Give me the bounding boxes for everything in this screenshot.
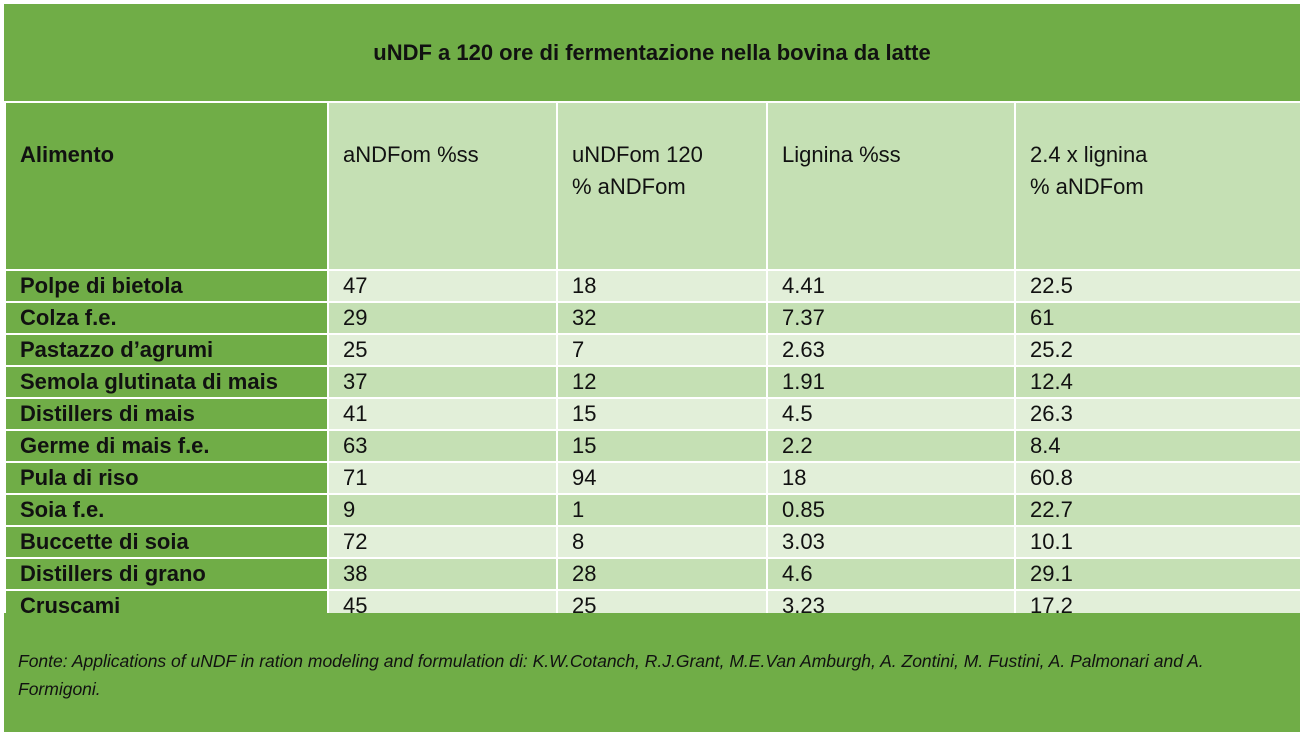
header-undfom: uNDFom 120 % aNDFom xyxy=(556,101,768,271)
title-bar: uNDF a 120 ore di fermentazione nella bo… xyxy=(4,4,1300,101)
cell-andfom: 47 xyxy=(327,269,558,303)
table-row: Soia f.e. 9 1 0.85 22.7 xyxy=(4,493,1302,527)
cell-andfom: 71 xyxy=(327,461,558,495)
cell-lignina: 3.03 xyxy=(766,525,1016,559)
cell-alimento: Colza f.e. xyxy=(4,301,329,335)
cell-andfom: 63 xyxy=(327,429,558,463)
cell-lignina: 1.91 xyxy=(766,365,1016,399)
table-title: uNDF a 120 ore di fermentazione nella bo… xyxy=(373,39,931,65)
cell-lignina-x24: 60.8 xyxy=(1014,461,1302,495)
cell-lignina-x24: 22.7 xyxy=(1014,493,1302,527)
cell-lignina: 4.5 xyxy=(766,397,1016,431)
cell-lignina: 7.37 xyxy=(766,301,1016,335)
cell-undfom: 18 xyxy=(556,269,768,303)
cell-undfom: 1 xyxy=(556,493,768,527)
cell-undfom: 15 xyxy=(556,429,768,463)
cell-andfom: 37 xyxy=(327,365,558,399)
cell-alimento: Polpe di bietola xyxy=(4,269,329,303)
table-row: Pula di riso 71 94 18 60.8 xyxy=(4,461,1302,495)
source-footer: Fonte: Applications of uNDF in ration mo… xyxy=(4,613,1300,732)
cell-lignina-x24: 61 xyxy=(1014,301,1302,335)
header-lignina-x24: 2.4 x lignina % aNDFom xyxy=(1014,101,1302,271)
table-row: Distillers di mais 41 15 4.5 26.3 xyxy=(4,397,1302,431)
cell-lignina-x24: 25.2 xyxy=(1014,333,1302,367)
cell-undfom: 28 xyxy=(556,557,768,591)
cell-lignina: 18 xyxy=(766,461,1016,495)
table-row: Distillers di grano 38 28 4.6 29.1 xyxy=(4,557,1302,591)
header-undfom-line2: % aNDFom xyxy=(572,174,686,199)
header-lignina: Lignina %ss xyxy=(766,101,1016,271)
cell-undfom: 8 xyxy=(556,525,768,559)
cell-lignina: 4.6 xyxy=(766,557,1016,591)
header-row: Alimento aNDFom %ss uNDFom 120 % aNDFom L… xyxy=(4,101,1302,271)
table-row: Germe di mais f.e. 63 15 2.2 8.4 xyxy=(4,429,1302,463)
cell-andfom: 9 xyxy=(327,493,558,527)
cell-undfom: 15 xyxy=(556,397,768,431)
cell-alimento: Buccette di soia xyxy=(4,525,329,559)
cell-lignina: 2.63 xyxy=(766,333,1016,367)
header-alimento: Alimento xyxy=(4,101,329,271)
header-undfom-line1: uNDFom 120 xyxy=(572,142,703,167)
table-frame: uNDF a 120 ore di fermentazione nella bo… xyxy=(4,4,1302,732)
cell-lignina-x24: 22.5 xyxy=(1014,269,1302,303)
cell-lignina: 0.85 xyxy=(766,493,1016,527)
cell-alimento: Germe di mais f.e. xyxy=(4,429,329,463)
table-row: Polpe di bietola 47 18 4.41 22.5 xyxy=(4,269,1302,303)
cell-alimento: Pastazzo d’agrumi xyxy=(4,333,329,367)
data-table: Alimento aNDFom %ss uNDFom 120 % aNDFom L… xyxy=(4,101,1302,623)
table-row: Pastazzo d’agrumi 25 7 2.63 25.2 xyxy=(4,333,1302,367)
cell-andfom: 38 xyxy=(327,557,558,591)
header-lignina-x24-line1: 2.4 x lignina xyxy=(1030,142,1148,167)
cell-lignina: 2.2 xyxy=(766,429,1016,463)
cell-undfom: 32 xyxy=(556,301,768,335)
source-note: Fonte: Applications of uNDF in ration mo… xyxy=(18,651,1204,699)
cell-alimento: Soia f.e. xyxy=(4,493,329,527)
cell-andfom: 41 xyxy=(327,397,558,431)
table-row: Semola glutinata di mais 37 12 1.91 12.4 xyxy=(4,365,1302,399)
cell-lignina-x24: 12.4 xyxy=(1014,365,1302,399)
cell-lignina: 4.41 xyxy=(766,269,1016,303)
cell-undfom: 12 xyxy=(556,365,768,399)
cell-undfom: 7 xyxy=(556,333,768,367)
cell-undfom: 94 xyxy=(556,461,768,495)
header-andfom: aNDFom %ss xyxy=(327,101,558,271)
cell-andfom: 29 xyxy=(327,301,558,335)
cell-alimento: Distillers di mais xyxy=(4,397,329,431)
cell-andfom: 72 xyxy=(327,525,558,559)
table-row: Colza f.e. 29 32 7.37 61 xyxy=(4,301,1302,335)
cell-lignina-x24: 8.4 xyxy=(1014,429,1302,463)
cell-alimento: Semola glutinata di mais xyxy=(4,365,329,399)
cell-lignina-x24: 26.3 xyxy=(1014,397,1302,431)
cell-andfom: 25 xyxy=(327,333,558,367)
cell-alimento: Distillers di grano xyxy=(4,557,329,591)
cell-lignina-x24: 10.1 xyxy=(1014,525,1302,559)
header-lignina-x24-line2: % aNDFom xyxy=(1030,174,1144,199)
cell-lignina-x24: 29.1 xyxy=(1014,557,1302,591)
cell-alimento: Pula di riso xyxy=(4,461,329,495)
table-body: Polpe di bietola 47 18 4.41 22.5 Colza f.e. 29… xyxy=(4,269,1302,623)
table-row: Buccette di soia 72 8 3.03 10.1 xyxy=(4,525,1302,559)
